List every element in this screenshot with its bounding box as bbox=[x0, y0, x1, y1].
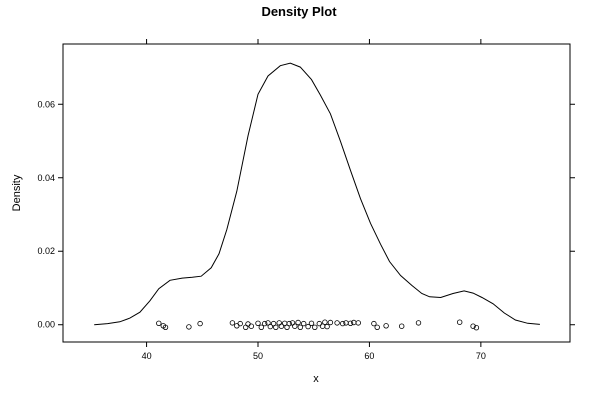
x-tick-label: 50 bbox=[253, 351, 263, 361]
chart-title: Density Plot bbox=[261, 4, 337, 19]
density-curve bbox=[94, 62, 540, 326]
rug-point bbox=[267, 323, 273, 330]
x-tick-label: 70 bbox=[476, 351, 486, 361]
rug-point bbox=[334, 320, 340, 326]
y-axis-label: Density bbox=[11, 174, 23, 211]
rug-point bbox=[327, 319, 334, 326]
rug-point bbox=[374, 324, 380, 330]
rug-point bbox=[289, 320, 296, 326]
x-axis-label: x bbox=[313, 373, 319, 385]
rug-point bbox=[305, 323, 311, 330]
rug-point bbox=[245, 321, 251, 327]
rug-point bbox=[286, 320, 292, 327]
rug-point bbox=[297, 324, 303, 330]
plot-frame bbox=[62, 43, 571, 343]
rug-point bbox=[371, 320, 377, 327]
rug-point bbox=[295, 319, 301, 326]
rug-point bbox=[308, 320, 315, 326]
y-tick-label: 0.04 bbox=[37, 173, 55, 183]
rug-point bbox=[234, 323, 240, 329]
x-tick-label: 40 bbox=[142, 351, 152, 361]
rug-point bbox=[399, 323, 405, 329]
rug-point bbox=[415, 320, 422, 326]
rug-point bbox=[347, 320, 354, 326]
rug-points bbox=[156, 319, 480, 331]
y-tick-label: 0.02 bbox=[37, 246, 55, 256]
rug-point bbox=[322, 319, 328, 325]
rug-point bbox=[237, 320, 243, 327]
rug-point bbox=[248, 323, 254, 329]
rug-point bbox=[316, 320, 322, 327]
rug-point bbox=[156, 320, 162, 326]
rug-point bbox=[162, 324, 169, 330]
y-tick-label: 0.06 bbox=[37, 99, 55, 109]
rug-point bbox=[340, 320, 346, 327]
rug-point bbox=[473, 325, 480, 331]
rug-point bbox=[355, 320, 361, 326]
x-tick-label: 60 bbox=[364, 351, 374, 361]
rug-point bbox=[312, 324, 318, 330]
rug-point bbox=[457, 319, 463, 325]
rug-point bbox=[276, 320, 282, 326]
rug-point bbox=[324, 323, 330, 330]
rug-point bbox=[343, 320, 349, 326]
rug-point bbox=[262, 320, 268, 327]
rug-point bbox=[273, 324, 279, 330]
rug-point bbox=[470, 323, 476, 329]
y-tick-label: 0.00 bbox=[37, 320, 55, 330]
rug-point bbox=[197, 320, 203, 327]
rug-point bbox=[383, 323, 389, 329]
rug-point bbox=[258, 324, 264, 330]
rug-point bbox=[301, 320, 307, 327]
axis-ticks bbox=[58, 39, 575, 347]
rug-point bbox=[186, 324, 192, 330]
rug-point bbox=[278, 323, 285, 329]
axis-tick-labels: 40 50 60 70 0.00 0.02 0.04 0.06 bbox=[37, 99, 485, 361]
rug-point bbox=[229, 320, 236, 326]
rug-point bbox=[351, 319, 357, 326]
rug-point bbox=[255, 320, 261, 326]
rug-point bbox=[242, 324, 249, 330]
rug-point bbox=[292, 323, 298, 329]
